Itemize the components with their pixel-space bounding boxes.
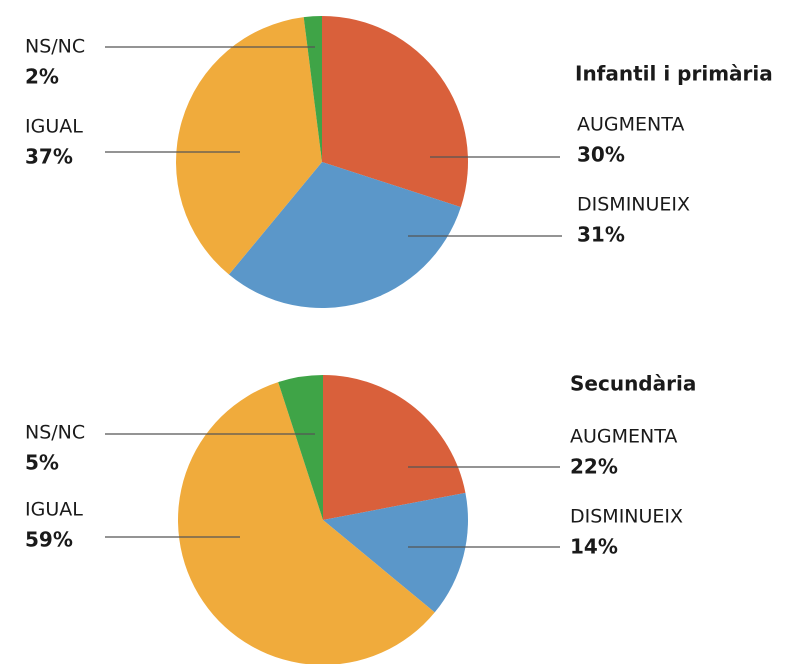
slice-label: NS/NC [25, 36, 85, 58]
chart-title: Infantil i primària [575, 62, 773, 86]
slice-value: 30% [577, 143, 625, 167]
slice-label: IGUAL [25, 116, 83, 138]
slice-label: NS/NC [25, 422, 85, 444]
slice-label: DISMINUEIX [570, 506, 683, 528]
slice-label: DISMINUEIX [577, 194, 690, 216]
pie-slice [303, 16, 322, 162]
pie-slice [278, 375, 323, 520]
pie-slice [322, 16, 468, 208]
slice-value: 22% [570, 455, 618, 479]
pie-slice [178, 382, 435, 664]
pie-slice [323, 375, 466, 520]
slice-value: 37% [25, 145, 73, 169]
slice-value: 5% [25, 451, 59, 475]
slice-label: AUGMENTA [570, 426, 677, 448]
pie-slice [176, 17, 322, 275]
slice-value: 2% [25, 65, 59, 89]
slice-label: IGUAL [25, 499, 83, 521]
slice-value: 31% [577, 223, 625, 247]
slice-value: 14% [570, 535, 618, 559]
slice-value: 59% [25, 528, 73, 552]
pie-slice [323, 492, 468, 613]
chart-title: Secundària [570, 372, 696, 396]
pie-slice [228, 162, 461, 308]
slice-label: AUGMENTA [577, 114, 684, 136]
